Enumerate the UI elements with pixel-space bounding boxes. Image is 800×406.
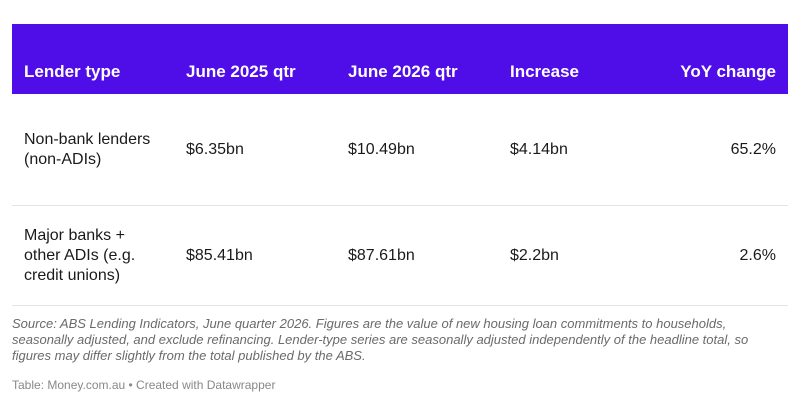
cell-yoy-change: 65.2% [648, 94, 788, 206]
header-june-2026: June 2026 qtr [336, 24, 498, 94]
cell-increase: $4.14bn [498, 94, 648, 206]
cell-yoy-change: 2.6% [648, 205, 788, 306]
cell-june-2025: $85.41bn [174, 205, 336, 306]
header-yoy-change: YoY change [648, 24, 788, 94]
header-row: Lender type June 2025 qtr June 2026 qtr … [12, 24, 788, 94]
cell-june-2026: $10.49bn [336, 94, 498, 206]
table-row: Major banks + other ADIs (e.g. credit un… [12, 205, 788, 306]
cell-increase: $2.2bn [498, 205, 648, 306]
table-row: Non-bank lenders (non-ADIs) $6.35bn $10.… [12, 94, 788, 206]
table-credit: Table: Money.com.au • Created with Dataw… [12, 378, 276, 392]
header-lender-type: Lender type [12, 24, 174, 94]
lending-table: Lender type June 2025 qtr June 2026 qtr … [12, 24, 788, 306]
cell-june-2026: $87.61bn [336, 205, 498, 306]
header-june-2025: June 2025 qtr [174, 24, 336, 94]
cell-lender-type: Major banks + other ADIs (e.g. credit un… [12, 205, 174, 306]
cell-june-2025: $6.35bn [174, 94, 336, 206]
header-increase: Increase [498, 24, 648, 94]
source-notes: Source: ABS Lending Indicators, June qua… [12, 316, 749, 363]
cell-lender-type: Non-bank lenders (non-ADIs) [12, 94, 174, 206]
